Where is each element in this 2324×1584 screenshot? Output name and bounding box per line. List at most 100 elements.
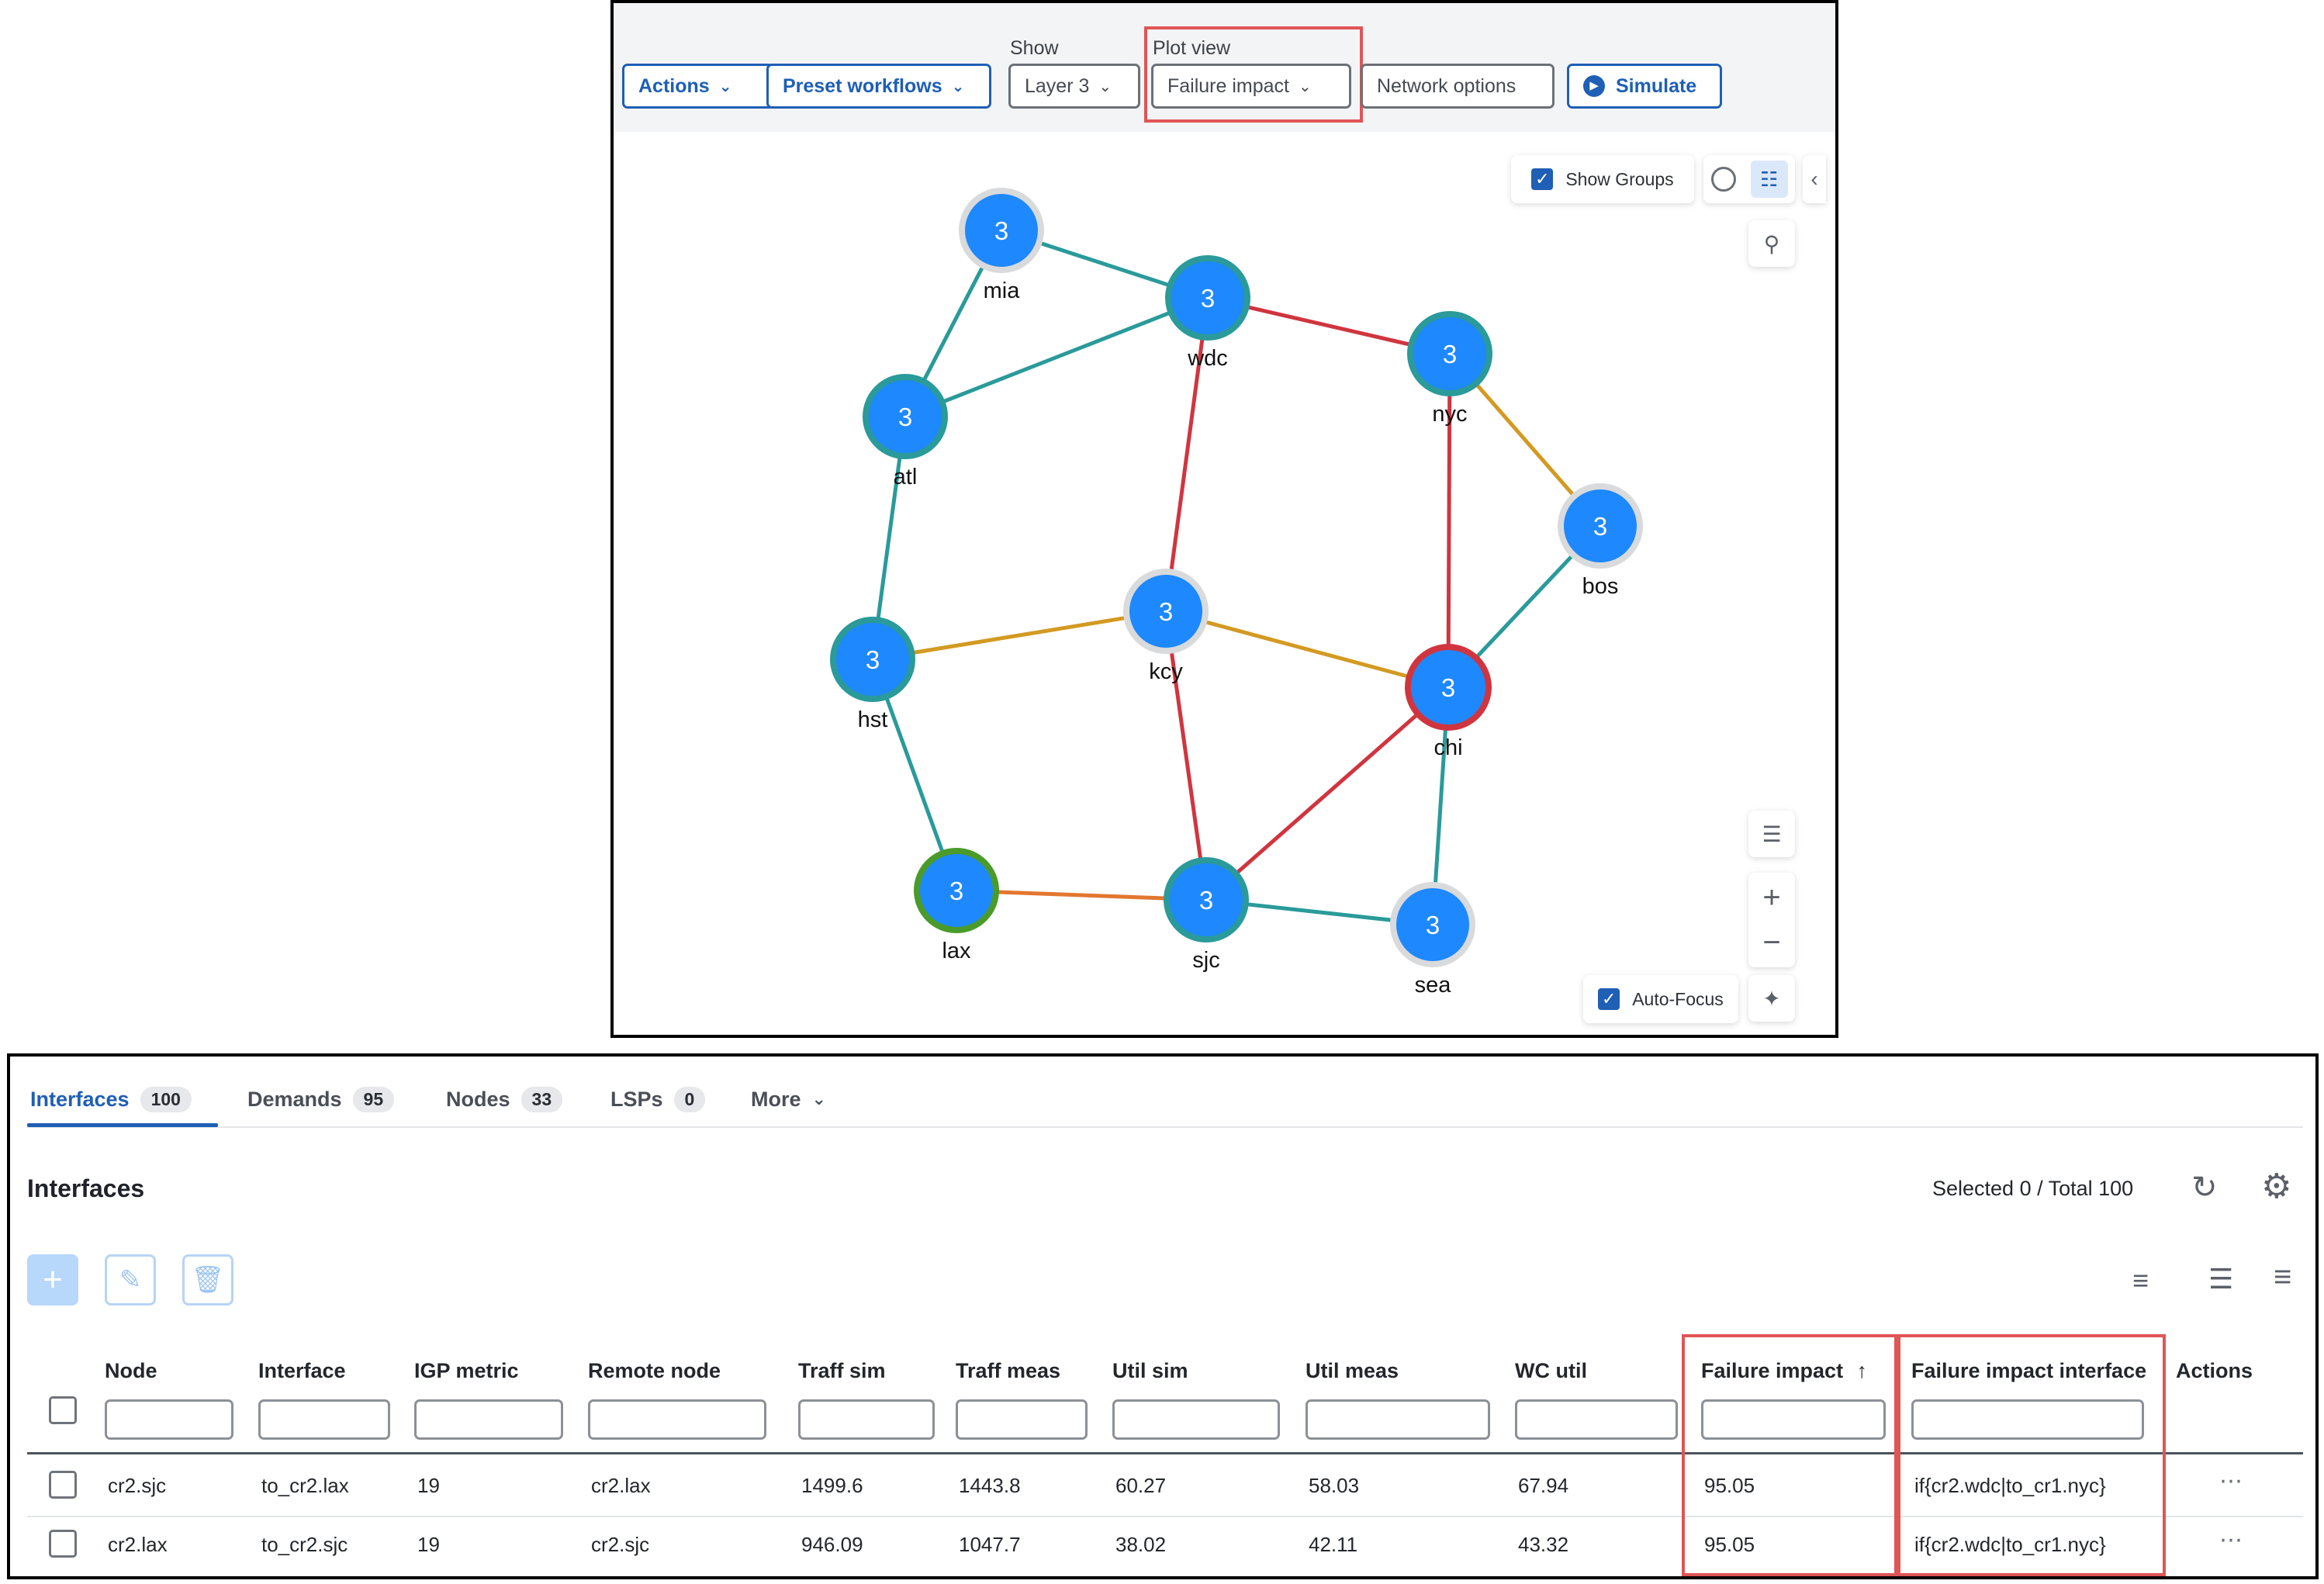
link-kcy-chi[interactable] — [1165, 609, 1449, 690]
network-map-panel: Actions ⌄ Preset workflows ⌄ Show Layer … — [610, 0, 1838, 1038]
node-lax[interactable]: 3 lax — [914, 848, 999, 963]
filter-input-traff-meas[interactable] — [956, 1399, 1088, 1440]
column-list-icon[interactable]: ☰ — [2208, 1263, 2234, 1295]
column-header-remote-node[interactable]: Remote node — [588, 1359, 721, 1382]
data-table-panel: Interfaces 100 Demands 95 Nodes 33 LSPs … — [7, 1053, 2319, 1579]
refresh-icon[interactable]: ↻ — [2191, 1171, 2218, 1205]
cell-wc-util: 43.32 — [1518, 1533, 1569, 1556]
node-sjc[interactable]: 3 sjc — [1164, 857, 1249, 973]
node-wdc[interactable]: 3 wdc — [1165, 255, 1250, 371]
show-groups-toggle[interactable]: ✓ Show Groups — [1511, 155, 1694, 203]
layout-toggle: ☷ — [1703, 155, 1795, 203]
node-hst[interactable]: 3 hst — [830, 617, 915, 732]
select-all-checkbox[interactable] — [49, 1396, 77, 1424]
plot-view-dropdown[interactable]: Failure impact ⌄ — [1151, 64, 1351, 109]
node-chi[interactable]: 3 chi — [1405, 644, 1492, 760]
delete-row-button[interactable]: 🗑 — [182, 1254, 233, 1306]
row-checkbox[interactable] — [49, 1471, 77, 1499]
link-chi-sjc[interactable] — [1205, 686, 1450, 901]
column-header-util-meas[interactable]: Util meas — [1306, 1359, 1399, 1382]
cell-failure-impact: 95.05 — [1704, 1533, 1755, 1556]
add-row-button[interactable]: + — [27, 1254, 78, 1306]
node-bos[interactable]: 3 bos — [1558, 483, 1643, 599]
column-header-failure-impact[interactable]: Failure impact ↑ — [1701, 1359, 1867, 1383]
column-header-failure-impact-interface[interactable]: Failure impact interface — [1911, 1359, 2147, 1382]
actions-dropdown[interactable]: Actions ⌄ — [622, 64, 774, 109]
filter-input-node[interactable] — [105, 1399, 233, 1440]
node-label: bos — [1582, 574, 1619, 599]
auto-focus-toggle[interactable]: ✓ Auto-Focus — [1583, 975, 1738, 1023]
filter-icon[interactable]: ≡ — [2132, 1264, 2149, 1296]
filter-input-igp-metric[interactable] — [414, 1399, 563, 1440]
zoom-out-icon[interactable]: − — [1762, 925, 1781, 960]
filter-input-failure-impact[interactable] — [1701, 1399, 1886, 1440]
node-sea[interactable]: 3 sea — [1390, 882, 1475, 998]
node-label: wdc — [1187, 346, 1228, 371]
show-layer-value: Layer 3 — [1025, 74, 1090, 97]
node-count: 3 — [898, 403, 912, 431]
column-header-util-sim[interactable]: Util sim — [1112, 1359, 1188, 1382]
column-header-node[interactable]: Node — [105, 1359, 157, 1382]
zoom-controls: + − — [1748, 873, 1795, 967]
row-checkbox[interactable] — [49, 1530, 77, 1558]
link-kcy-sjc[interactable] — [1164, 610, 1209, 901]
collapse-panel-button[interactable]: ‹ — [1803, 155, 1826, 203]
failure-impact-interface-column-highlight — [1897, 1334, 2166, 1576]
tabs-divider — [27, 1126, 2303, 1128]
filter-input-wc-util[interactable] — [1515, 1399, 1678, 1440]
edit-row-button[interactable]: ✎ — [105, 1254, 156, 1306]
column-header-wc-util[interactable]: WC util — [1515, 1359, 1587, 1382]
hierarchy-icon[interactable]: ☷ — [1750, 161, 1788, 198]
globe-icon[interactable] — [1710, 167, 1736, 192]
filter-input-remote-node[interactable] — [588, 1399, 766, 1440]
cell-node: cr2.sjc — [108, 1474, 167, 1497]
filter-input-util-sim[interactable] — [1112, 1399, 1280, 1440]
row-actions-menu-icon[interactable]: ⋯ — [2219, 1468, 2243, 1494]
tab-demands[interactable]: Demands 95 — [247, 1078, 395, 1120]
tab-interfaces[interactable]: Interfaces 100 — [30, 1078, 192, 1120]
tab-lsps[interactable]: LSPs 0 — [610, 1078, 706, 1120]
trash-icon: 🗑 — [191, 1265, 225, 1295]
fit-view-button[interactable]: ✦ — [1748, 975, 1795, 1022]
network-options-button[interactable]: Network options — [1361, 64, 1555, 109]
tab-label: Interfaces — [30, 1087, 130, 1111]
filter-input-traff-sim[interactable] — [798, 1399, 935, 1440]
list-view-button[interactable]: ☰ — [1748, 811, 1795, 857]
topology-canvas[interactable]: 3 mia 3 wdc 3 nyc 3 atl — [629, 132, 1826, 1029]
simulate-button[interactable]: ▶ Simulate — [1567, 64, 1722, 109]
filter-input-interface[interactable] — [258, 1399, 390, 1440]
link-hst-kcy[interactable] — [872, 609, 1167, 662]
column-header-traff-meas[interactable]: Traff meas — [956, 1359, 1061, 1382]
filter-input-util-meas[interactable] — [1306, 1399, 1490, 1440]
density-menu-icon[interactable]: ≡ — [2274, 1260, 2292, 1294]
cell-wc-util: 67.94 — [1518, 1474, 1569, 1497]
show-layer-dropdown[interactable]: Layer 3 ⌄ — [1008, 64, 1140, 109]
filter-input-failure-impact-interface[interactable] — [1911, 1399, 2144, 1440]
cell-traff-sim: 1499.6 — [801, 1474, 863, 1497]
link-atl-wdc[interactable] — [904, 296, 1209, 419]
topology-graph[interactable]: 3 mia 3 wdc 3 nyc 3 atl — [629, 132, 1826, 1032]
column-header-traff-sim[interactable]: Traff sim — [798, 1359, 886, 1382]
link-nyc-chi[interactable] — [1446, 353, 1452, 688]
chevron-down-icon: ⌄ — [1299, 78, 1312, 95]
column-header-interface[interactable]: Interface — [258, 1359, 346, 1382]
column-header-igp-metric[interactable]: IGP metric — [414, 1359, 519, 1382]
auto-focus-label: Auto-Focus — [1632, 988, 1724, 1009]
tab-more[interactable]: More ⌄ — [751, 1078, 826, 1120]
plot-view-value: Failure impact — [1167, 74, 1289, 97]
node-kcy[interactable]: 3 kcy — [1123, 569, 1209, 684]
list-icon: ☰ — [1762, 821, 1782, 846]
node-mia[interactable]: 3 mia — [959, 188, 1044, 303]
header-divider — [27, 1452, 2303, 1454]
preset-workflows-dropdown[interactable]: Preset workflows ⌄ — [766, 64, 991, 109]
node-atl[interactable]: 3 atl — [863, 374, 948, 489]
cell-util-meas: 58.03 — [1309, 1474, 1360, 1497]
tree-layout-button[interactable]: ⚲ — [1748, 220, 1795, 267]
link-wdc-kcy[interactable] — [1164, 297, 1210, 612]
zoom-in-icon[interactable]: + — [1762, 880, 1781, 915]
tab-nodes[interactable]: Nodes 33 — [446, 1078, 563, 1120]
selection-summary: Selected 0 / Total 100 — [1932, 1177, 2134, 1200]
node-nyc[interactable]: 3 nyc — [1407, 311, 1492, 427]
row-actions-menu-icon[interactable]: ⋯ — [2219, 1527, 2243, 1553]
settings-gear-icon[interactable]: ⚙ — [2261, 1167, 2292, 1205]
